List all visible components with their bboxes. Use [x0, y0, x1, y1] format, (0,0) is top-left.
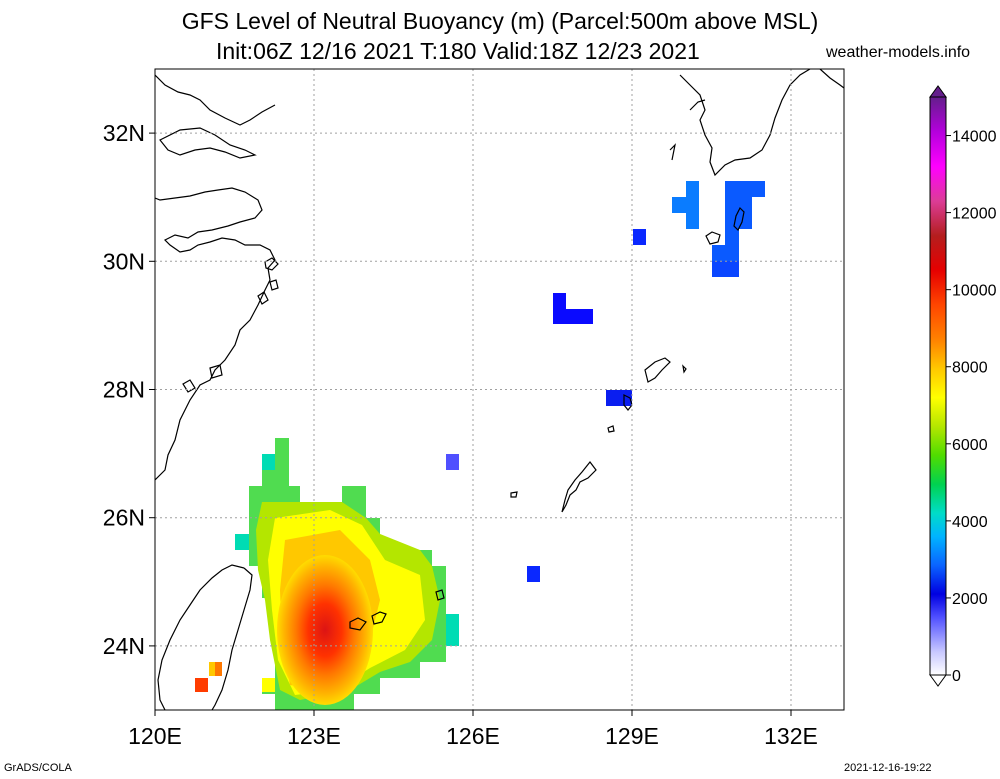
coastline-kume [510, 491, 518, 498]
field-region-red-core [277, 555, 373, 705]
lat-axis: 24N 26N 28N 30N 32N [103, 120, 155, 659]
coastline-miyako [371, 611, 387, 625]
buoyancy-field [195, 181, 765, 710]
coastline-tarama [435, 589, 445, 601]
colorbar-label: 8000 [952, 360, 988, 377]
lon-tick-label: 126E [446, 723, 500, 749]
colorbar-bottom-arrow [929, 674, 947, 687]
field-cell-blue-5 [633, 229, 646, 245]
field-cell-south-edge [262, 678, 275, 692]
footer-timestamp: 2021-12-16-19:22 [844, 762, 932, 774]
field-cell-blue-2 [527, 566, 540, 582]
lon-tick-label: 132E [764, 723, 818, 749]
field-cell-taiwan-2 [195, 678, 208, 692]
colorbar-label: 12000 [952, 206, 997, 223]
coastline-yakushima [705, 231, 721, 245]
colorbar-top-arrow [929, 85, 947, 98]
lat-tick-label: 30N [103, 248, 145, 274]
lat-tick-label: 24N [103, 633, 145, 659]
site-label: weather-models.info [826, 44, 971, 61]
field-cell-blue-1 [446, 454, 459, 470]
field-cell-blue-3 [606, 390, 632, 406]
coastline-okinoerabu [607, 425, 615, 433]
coastline-ishigaki [349, 617, 367, 631]
coastline-zhoushan [257, 257, 279, 305]
colorbar-bar [929, 96, 947, 676]
lat-tick-label: 28N [103, 377, 145, 403]
lon-axis: 120E 123E 126E 129E 132E [128, 710, 818, 749]
coastline-shandong [155, 74, 276, 126]
map-title-line1: GFS Level of Neutral Buoyancy (m) (Parce… [181, 8, 819, 34]
lon-tick-label: 129E [605, 723, 659, 749]
colorbar-label: 2000 [952, 591, 988, 608]
field-cell-blue-4 [553, 293, 593, 324]
coastline-okinawa [561, 461, 597, 513]
field-cell-kyushu [672, 181, 699, 229]
coastline-tokunoshima [623, 394, 633, 411]
map-title-line2: Init:06Z 12/16 2021 T:180 Valid:18Z 12/2… [216, 38, 700, 64]
coastline-taiwan [157, 564, 253, 710]
coastline-honshu-tip [819, 69, 844, 89]
coastline-yangtze-mouth [159, 127, 257, 159]
coastline-tanegashima [733, 206, 745, 232]
colorbar-label: 0 [952, 668, 961, 685]
lat-tick-label: 32N [103, 120, 145, 146]
field-cell-kyushu-3 [712, 261, 739, 277]
lon-tick-label: 120E [128, 723, 182, 749]
colorbar-label: 10000 [952, 283, 997, 300]
colorbar-label: 14000 [952, 129, 997, 146]
field-cell-taiwan-3 [209, 662, 215, 676]
coastline-amami [644, 357, 671, 383]
colorbar-label: 4000 [952, 514, 988, 531]
coastline-small-islet [682, 364, 687, 374]
coastline-kyushu-west [669, 99, 706, 161]
colorbar-label: 6000 [952, 437, 988, 454]
coastlines [155, 69, 844, 710]
coastline-china [155, 187, 276, 481]
lon-tick-label: 123E [287, 723, 341, 749]
coastline-kyushu [679, 69, 811, 177]
footer-credit: GrADS/COLA [4, 762, 72, 774]
gridlines [155, 69, 844, 710]
colorbar: 0 2000 4000 6000 8000 10000 12000 14000 [929, 85, 997, 687]
lat-tick-label: 26N [103, 505, 145, 531]
